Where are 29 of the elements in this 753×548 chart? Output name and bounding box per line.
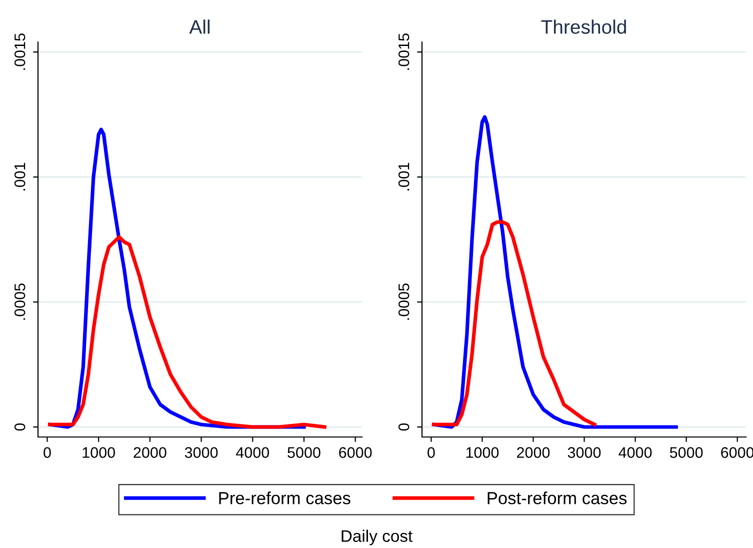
x-tick-label: 4000	[618, 447, 652, 458]
x-tick-label: 3000	[184, 447, 218, 458]
x-tick-label: 5000	[670, 447, 703, 458]
chart-title: Threshold	[541, 20, 626, 34]
x-tick-label: 4000	[236, 447, 270, 458]
line-series	[432, 220, 596, 426]
x-tick-label: 1000	[466, 447, 499, 458]
x-tick-label: 2000	[517, 447, 550, 458]
x-tick-label: 5000	[288, 447, 320, 458]
x-tick-label: 6000	[339, 447, 372, 458]
y-tick-label: .001	[398, 162, 410, 190]
y-tick-label: .0015	[398, 34, 410, 70]
y-tick-label: .0005	[398, 284, 410, 320]
x-tick-label: 3000	[568, 447, 601, 458]
x-tick-label: 0	[44, 447, 51, 458]
chart-title: All	[189, 20, 210, 34]
line-series	[432, 115, 678, 429]
x-axis-title: Daily cost	[342, 530, 412, 546]
y-tick-label: .0005	[14, 284, 26, 320]
legend-label: Pre-reform cases	[219, 492, 350, 504]
line-series	[48, 235, 326, 429]
x-tick-label: 2000	[134, 447, 166, 458]
y-tick-label: .001	[14, 162, 26, 190]
x-tick-label: 1000	[82, 447, 115, 458]
y-tick-label: .0015	[14, 34, 26, 70]
x-tick-label: 0	[428, 447, 435, 458]
legend-label: Post-reform cases	[488, 492, 627, 504]
y-tick-label: 0	[398, 423, 410, 431]
y-tick-label: 0	[14, 423, 26, 431]
